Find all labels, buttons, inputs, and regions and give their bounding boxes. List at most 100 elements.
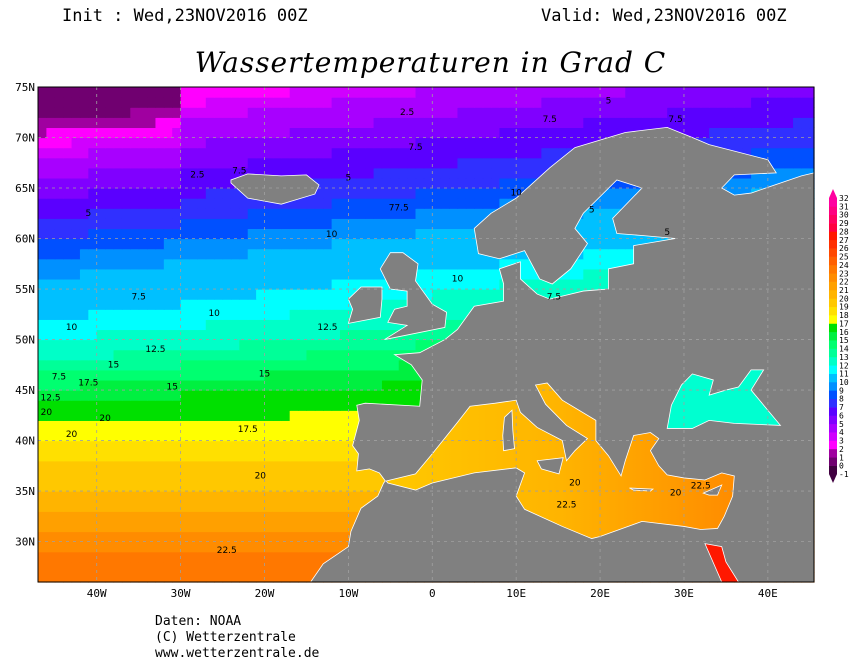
sst-cell [725,127,735,139]
sst-cell [667,97,677,108]
sst-cell [121,177,131,189]
sst-cell [323,430,333,442]
sst-cell [281,561,291,573]
sst-cell [256,480,266,492]
sst-cell [214,480,224,492]
lat-tick-label: 45N [15,384,35,397]
sst-cell [163,117,173,129]
sst-cell [314,248,324,260]
sst-cell [272,450,282,462]
sst-cell [46,410,56,421]
sst-cell [63,491,73,502]
sst-cell [247,208,257,219]
sst-cell [63,521,73,533]
sst-cell [340,430,349,442]
sst-cell [138,198,148,209]
sst-cell [79,511,89,522]
sst-cell [155,531,165,543]
sst-cell [239,359,249,371]
sst-cell [189,329,198,341]
sst-cell [247,289,257,300]
sst-cell [725,137,735,149]
sst-cell [340,299,349,310]
sst-cell [264,450,274,462]
sst-cell [516,188,526,199]
sst-cell [63,379,73,391]
sst-cell [222,561,232,573]
sst-cell [340,167,349,179]
sst-cell [591,238,601,250]
sst-cell [759,107,769,118]
sst-cell [583,228,593,240]
sst-cell [247,359,257,371]
sst-cell [373,218,383,230]
sst-cell [516,107,526,118]
sst-cell [449,97,459,108]
sst-cell [365,349,375,361]
sst-cell [365,268,375,280]
sst-cell [407,329,417,341]
sst-cell [163,410,173,421]
sst-cell [281,460,291,472]
sst-cell [281,127,291,139]
sst-cell [491,188,501,199]
sst-cell [348,258,358,270]
sst-cell [465,127,475,139]
sst-cell [130,480,140,492]
sst-cell [365,188,375,199]
sst-cell [180,238,190,250]
sst-cell [155,501,165,512]
sst-cell [281,208,291,219]
sst-cell [96,137,106,149]
sst-cell [600,107,610,118]
sst-cell [306,147,316,159]
sst-cell [751,107,761,118]
colorbar-swatch [829,323,837,333]
sst-cell [432,198,442,209]
sst-cell [432,137,442,149]
sst-cell [96,248,106,260]
sst-cell [88,430,98,442]
sst-cell [71,117,81,129]
sst-cell [105,390,115,401]
sst-cell [440,147,450,159]
sst-cell [239,551,249,563]
sst-cell [457,228,467,240]
sst-cell [230,521,240,533]
sst-cell [121,430,131,442]
sst-cell [214,117,224,129]
sst-cell [725,177,735,189]
sst-cell [88,127,98,139]
sst-cell [608,238,618,250]
sst-cell [734,188,744,199]
sst-cell [54,117,64,129]
sst-cell [147,167,157,179]
sst-cell [306,127,316,139]
sst-cell [38,248,47,260]
sst-cell [549,289,559,300]
sst-cell [340,157,349,169]
sst-cell [340,379,349,391]
sst-cell [205,117,215,129]
sst-cell [121,299,131,310]
sst-cell [264,511,274,522]
sst-cell [180,480,190,492]
sst-cell [155,188,165,199]
sst-cell [189,87,198,98]
sst-cell [88,268,98,280]
sst-cell [197,268,207,280]
sst-cell [239,137,249,149]
sst-cell [54,278,64,290]
sst-cell [214,339,224,351]
sst-cell [298,278,308,290]
sst-cell [272,299,282,310]
website-link[interactable]: www.wetterzentrale.de [155,646,320,661]
sst-cell [616,127,626,139]
sst-cell [314,228,324,240]
sst-cell [591,107,601,118]
sst-cell [222,430,232,442]
sst-cell [71,349,81,361]
sst-cell [121,329,131,341]
sst-cell [63,97,73,108]
sst-cell [256,349,266,361]
